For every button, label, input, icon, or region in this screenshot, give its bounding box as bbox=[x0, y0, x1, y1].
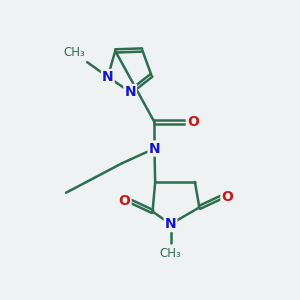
Text: O: O bbox=[119, 194, 130, 208]
Text: N: N bbox=[124, 85, 136, 99]
Text: N: N bbox=[165, 217, 176, 231]
Text: O: O bbox=[187, 115, 199, 129]
Text: CH₃: CH₃ bbox=[63, 46, 85, 59]
Text: O: O bbox=[221, 190, 233, 204]
Text: N: N bbox=[148, 142, 160, 155]
Text: CH₃: CH₃ bbox=[160, 247, 182, 260]
Text: N: N bbox=[102, 70, 114, 84]
